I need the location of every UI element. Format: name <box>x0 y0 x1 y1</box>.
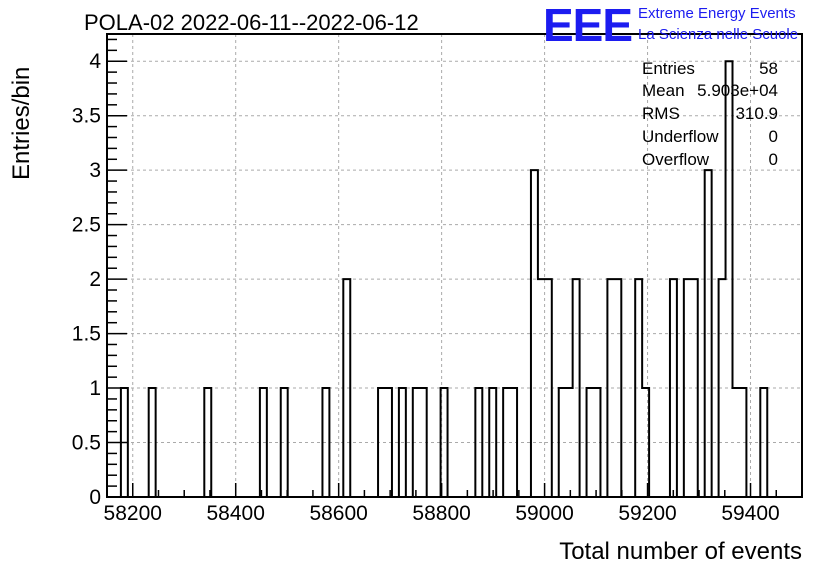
y-tick-label: 0.5 <box>72 432 101 455</box>
logo-line-2: La Scienza nelle Scuole <box>638 26 799 43</box>
grid-lines <box>107 34 802 497</box>
stat-mean-value: 5.903e+04 <box>697 81 778 100</box>
x-tick-label: 58800 <box>412 502 470 525</box>
x-tick-label: 59200 <box>618 502 676 525</box>
x-tick-label: 58600 <box>309 502 367 525</box>
stat-rms-label: RMS <box>642 104 680 123</box>
logo-line-1: Extreme Energy Events <box>638 5 796 22</box>
y-tick-label: 2 <box>89 268 101 291</box>
y-axis-ticks: 0 0.5 1 1.5 2 2.5 3 3.5 4 <box>72 38 127 509</box>
stat-rms-value: 310.9 <box>735 104 778 123</box>
y-tick-label: 1.5 <box>72 323 101 346</box>
y-tick-label: 3.5 <box>72 105 101 128</box>
chart-title: POLA-02 2022-06-11--2022-06-12 <box>84 10 419 35</box>
x-axis-label: Total number of events <box>559 538 802 565</box>
x-axis-ticks: 58200 58400 58600 58800 59000 59200 59400 <box>104 483 803 525</box>
stat-underflow-label: Underflow <box>642 127 719 146</box>
y-tick-label: 1 <box>89 377 101 400</box>
y-tick-label: 3 <box>89 159 101 182</box>
stat-overflow-value: 0 <box>768 150 778 169</box>
stat-entries-label: Entries <box>642 59 695 78</box>
stat-overflow-label: Overflow <box>642 150 710 169</box>
y-axis-label: Entries/bin <box>8 66 35 180</box>
x-tick-label: 58200 <box>104 502 162 525</box>
eee-logo: EEE <box>543 0 633 51</box>
stat-mean-label: Mean <box>642 81 685 100</box>
y-tick-label: 0 <box>89 486 101 509</box>
x-tick-label: 59000 <box>515 502 573 525</box>
stat-underflow-value: 0 <box>768 127 778 146</box>
x-tick-label: 58400 <box>207 502 265 525</box>
stat-entries-value: 58 <box>759 59 778 78</box>
x-tick-label: 59400 <box>721 502 779 525</box>
histogram-step-line <box>107 60 802 498</box>
y-tick-label: 4 <box>89 50 101 73</box>
y-tick-label: 2.5 <box>72 214 101 237</box>
